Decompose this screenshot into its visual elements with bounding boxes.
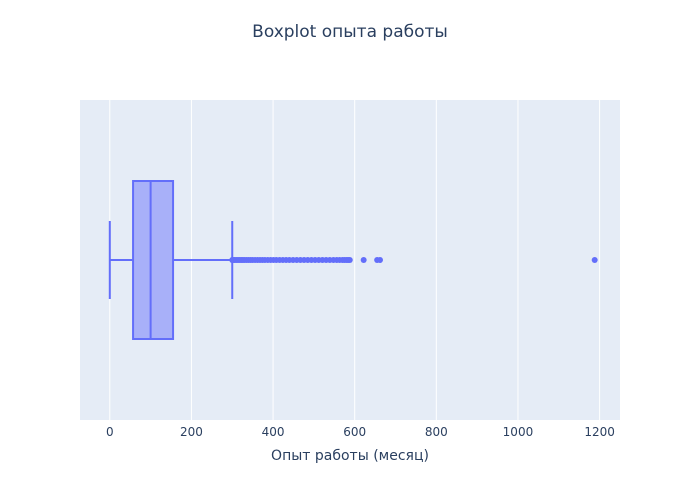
x-tick-label: 600 [343, 425, 366, 439]
outlier-point [346, 257, 353, 263]
x-tick-label: 800 [425, 425, 448, 439]
box-iqr [132, 180, 175, 340]
chart-title: Boxplot опыта работы [252, 22, 448, 42]
x-tick-label: 400 [262, 425, 285, 439]
x-axis-label: Опыт работы (месяц) [271, 448, 429, 464]
outlier-point [377, 257, 383, 263]
x-tick-label: 200 [180, 425, 203, 439]
x-tick-label: 1200 [584, 425, 615, 439]
x-tick-label: 1000 [503, 425, 534, 439]
outlier-point [360, 257, 367, 263]
x-tick-label: 0 [106, 425, 114, 439]
outlier-points [229, 257, 598, 263]
outlier-point [591, 257, 598, 263]
x-axis-ticks: 0 200 400 600 800 1000 1200 [106, 425, 615, 439]
box-series [108, 180, 234, 340]
